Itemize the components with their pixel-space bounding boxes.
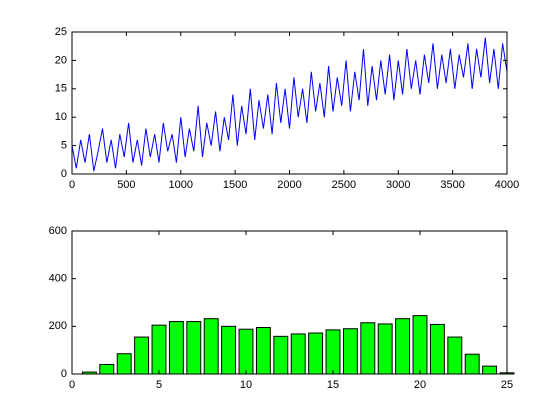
y-tick-label: 25 — [55, 26, 67, 38]
x-tick-label: 4000 — [495, 179, 519, 191]
hist-bar — [238, 328, 254, 375]
hist-bar — [255, 327, 271, 375]
hist-bar — [151, 324, 167, 375]
hist-bar — [203, 318, 219, 375]
hist-bar — [186, 321, 202, 375]
axes-background — [72, 32, 507, 174]
x-tick-label: 0 — [69, 179, 75, 191]
x-tick-label: 3000 — [386, 179, 410, 191]
hist-bar — [290, 333, 306, 375]
x-tick-label: 5 — [156, 379, 162, 391]
y-tick-label: 0 — [61, 168, 67, 180]
hist-bar — [447, 336, 463, 375]
hist-bar — [395, 318, 411, 375]
y-tick-label: 15 — [55, 83, 67, 95]
y-tick-label: 200 — [49, 320, 67, 332]
x-tick-label: 1500 — [223, 179, 247, 191]
hist-bar — [342, 328, 358, 375]
hist-bar — [482, 365, 498, 375]
hist-bar — [377, 323, 393, 375]
hist-bar — [429, 323, 445, 375]
hist-bar — [221, 325, 237, 375]
x-tick-label: 1000 — [169, 179, 193, 191]
y-tick-label: 20 — [55, 54, 67, 66]
hist-bar — [308, 332, 324, 375]
y-tick-label: 0 — [61, 368, 67, 380]
hist-bar — [360, 322, 376, 375]
hist-bar — [116, 353, 132, 375]
x-tick-label: 2000 — [277, 179, 301, 191]
hist-bar — [273, 335, 289, 375]
y-tick-label: 5 — [61, 140, 67, 152]
x-tick-label: 0 — [69, 379, 75, 391]
x-tick-label: 2500 — [332, 179, 356, 191]
y-tick-label: 600 — [49, 225, 67, 237]
hist-bar — [412, 315, 428, 375]
y-tick-label: 400 — [49, 273, 67, 285]
y-tick-label: 10 — [55, 111, 67, 123]
x-tick-label: 15 — [327, 379, 339, 391]
hist-bar — [168, 321, 184, 375]
hist-bar — [134, 336, 150, 375]
x-tick-label: 10 — [240, 379, 252, 391]
hist-bar — [99, 363, 115, 375]
hist-bar — [464, 353, 480, 375]
x-tick-label: 500 — [117, 179, 135, 191]
hist-bar — [325, 329, 341, 375]
x-tick-label: 20 — [414, 379, 426, 391]
x-tick-label: 3500 — [440, 179, 464, 191]
x-tick-label: 25 — [501, 379, 513, 391]
data-line — [71, 37, 508, 172]
axes-box — [71, 230, 508, 375]
